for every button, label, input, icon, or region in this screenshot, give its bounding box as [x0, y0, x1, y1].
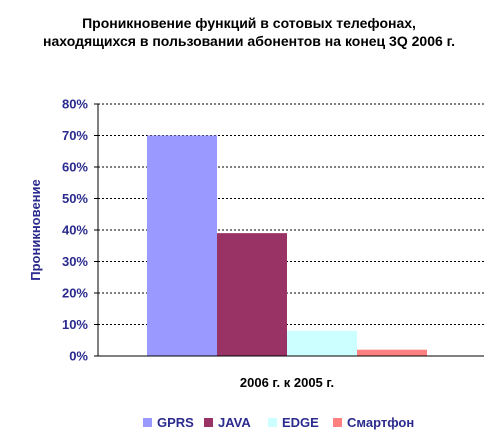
legend-swatch: [204, 418, 213, 427]
chart-title-line-1: Проникновение функций в сотовых телефона…: [82, 15, 416, 31]
legend-item: JAVA: [204, 415, 251, 430]
legend-item: GPRS: [143, 415, 194, 430]
legend-item: EDGE: [268, 415, 319, 430]
bar-2: [217, 233, 287, 356]
legend-label: GPRS: [157, 415, 194, 430]
chart-title: Проникновение функций в сотовых телефона…: [43, 15, 455, 49]
category-label: 2006 г. к 2005 г.: [240, 375, 334, 390]
y-tick-label: 40%: [62, 223, 88, 238]
bar-1: [147, 135, 217, 356]
y-tick-label: 50%: [62, 191, 88, 206]
bar-4: [357, 349, 427, 356]
y-tick-label: 20%: [62, 286, 88, 301]
y-ticks: 0% 10% 20% 30% 40% 50% 60% 70% 80%: [62, 97, 98, 364]
y-tick-label: 80%: [62, 97, 88, 112]
legend-item: Смартфон: [333, 415, 414, 430]
y-tick-label: 0%: [69, 349, 88, 364]
y-tick-label: 60%: [62, 160, 88, 175]
legend-label: EDGE: [282, 415, 319, 430]
bar-3: [287, 330, 357, 356]
y-tick-label: 70%: [62, 128, 88, 143]
y-axis-title: Проникновение: [28, 179, 43, 281]
bars: [147, 135, 427, 356]
legend-label: Смартфон: [347, 415, 414, 430]
legend: GPRS JAVA EDGE Смартфон: [143, 415, 414, 430]
y-tick-label: 10%: [62, 317, 88, 332]
legend-swatch: [143, 418, 152, 427]
legend-label: JAVA: [218, 415, 251, 430]
y-tick-label: 30%: [62, 254, 88, 269]
legend-swatch: [333, 418, 342, 427]
legend-swatch: [268, 418, 277, 427]
chart-title-line-2: находящихся в пользовании абонентов на к…: [43, 33, 455, 49]
